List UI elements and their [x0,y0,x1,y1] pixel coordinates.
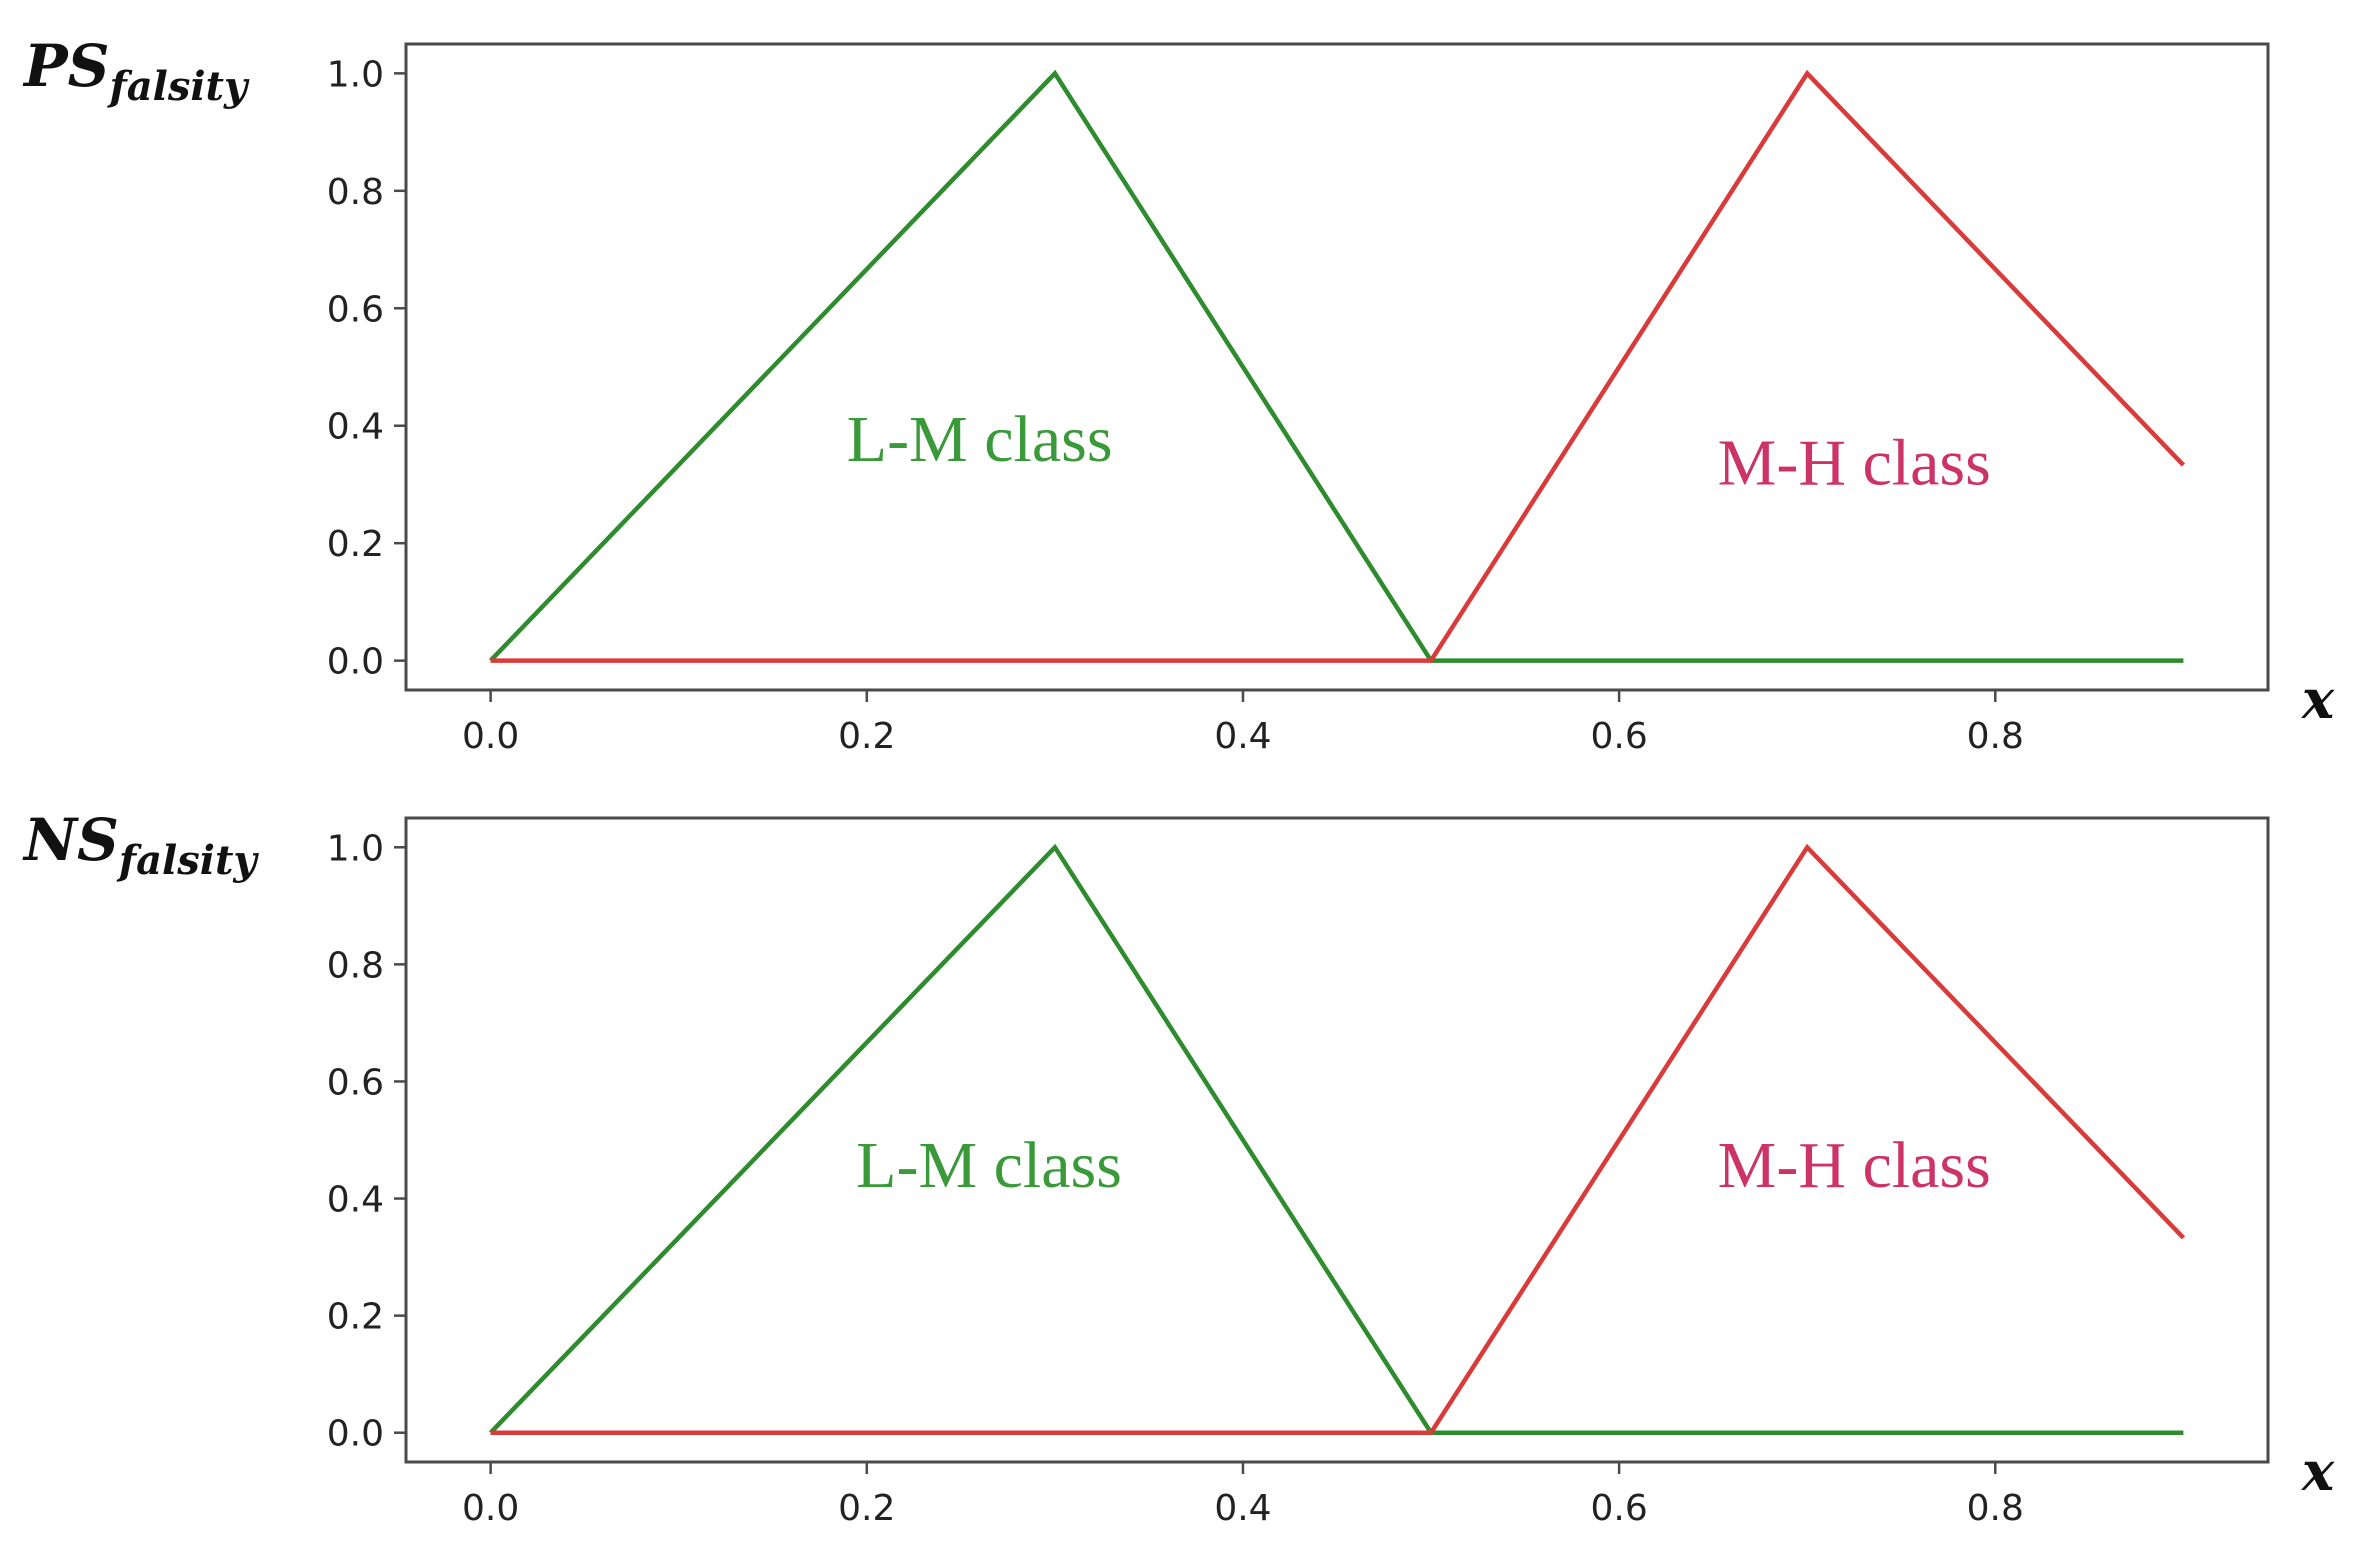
ns-falsity-x-tick-label: 0.8 [1967,1488,2024,1529]
ps-falsity-y-tick-label: 0.2 [327,524,384,565]
ns-falsity-panel: 0.0 0.2 0.4 0.6 0.80.00.20.40.60.81.0NSfalsi… [22,806,2335,1529]
ps-falsity-series-line-red [490,69,2186,663]
ps-falsity-x-tick-label: 0.2 [838,716,895,757]
ns-falsity-y-tick-label: 0.8 [327,945,384,986]
ps-falsity-y-tick-label: 0.8 [327,172,384,213]
ps-falsity-y-tick-label: 0.6 [327,289,384,330]
ns-falsity-y-tick-label: 0.2 [327,1297,384,1338]
ns-falsity-annotation-mh-class: M-H class [1718,1129,1991,1202]
ns-falsity-x-tick-label: 0.6 [1590,1488,1647,1529]
ns-falsity-axes-frame [404,816,2270,1464]
ns-falsity-y-tick-label: 0.4 [327,1180,384,1221]
ps-falsity-y-tick-label: 0.0 [327,642,384,683]
ns-falsity-y-tick-label: 1.0 [327,828,384,869]
ps-falsity-axes-frame [404,42,2270,692]
ns-falsity-x-axis-label: x [2301,1439,2335,1503]
ps-falsity-series-line-green [488,69,2184,663]
ps-falsity-x-tick-label: 0.6 [1590,716,1647,757]
ns-falsity-x-tick-label: 0.2 [838,1488,895,1529]
ps-falsity-x-axis-label: x [2301,667,2335,731]
ps-falsity-x-tick-label: 0.0 [462,716,519,757]
ns-falsity-y-tick-label: 0.6 [327,1062,384,1103]
ns-falsity-series-line-red [490,843,2186,1435]
ns-falsity-annotation-lm-class: L-M class [856,1129,1122,1202]
ps-falsity-annotation-mh-class: M-H class [1718,426,1991,499]
ns-falsity-y-axis-label-subscript: falsity [116,837,260,884]
ps-falsity-y-tick-label: 0.4 [327,407,384,448]
ps-falsity-annotation-lm-class: L-M class [847,403,1113,476]
ns-falsity-x-tick-label: 0.4 [1214,1488,1271,1529]
ns-falsity-x-tick-label: 0.0 [462,1488,519,1529]
ns-falsity-y-tick-label: 0.0 [327,1414,384,1455]
ps-falsity-y-axis-label-subscript: falsity [107,63,251,110]
ns-falsity-series-line-green [488,843,2184,1435]
ps-falsity-y-tick-label: 1.0 [327,54,384,95]
ps-falsity-panel: 0.0 0.2 0.4 0.6 0.80.00.20.40.60.81.0PSfalsi… [22,32,2335,757]
ps-falsity-x-tick-label: 0.8 [1967,716,2024,757]
ps-falsity-x-tick-label: 0.4 [1214,716,1271,757]
